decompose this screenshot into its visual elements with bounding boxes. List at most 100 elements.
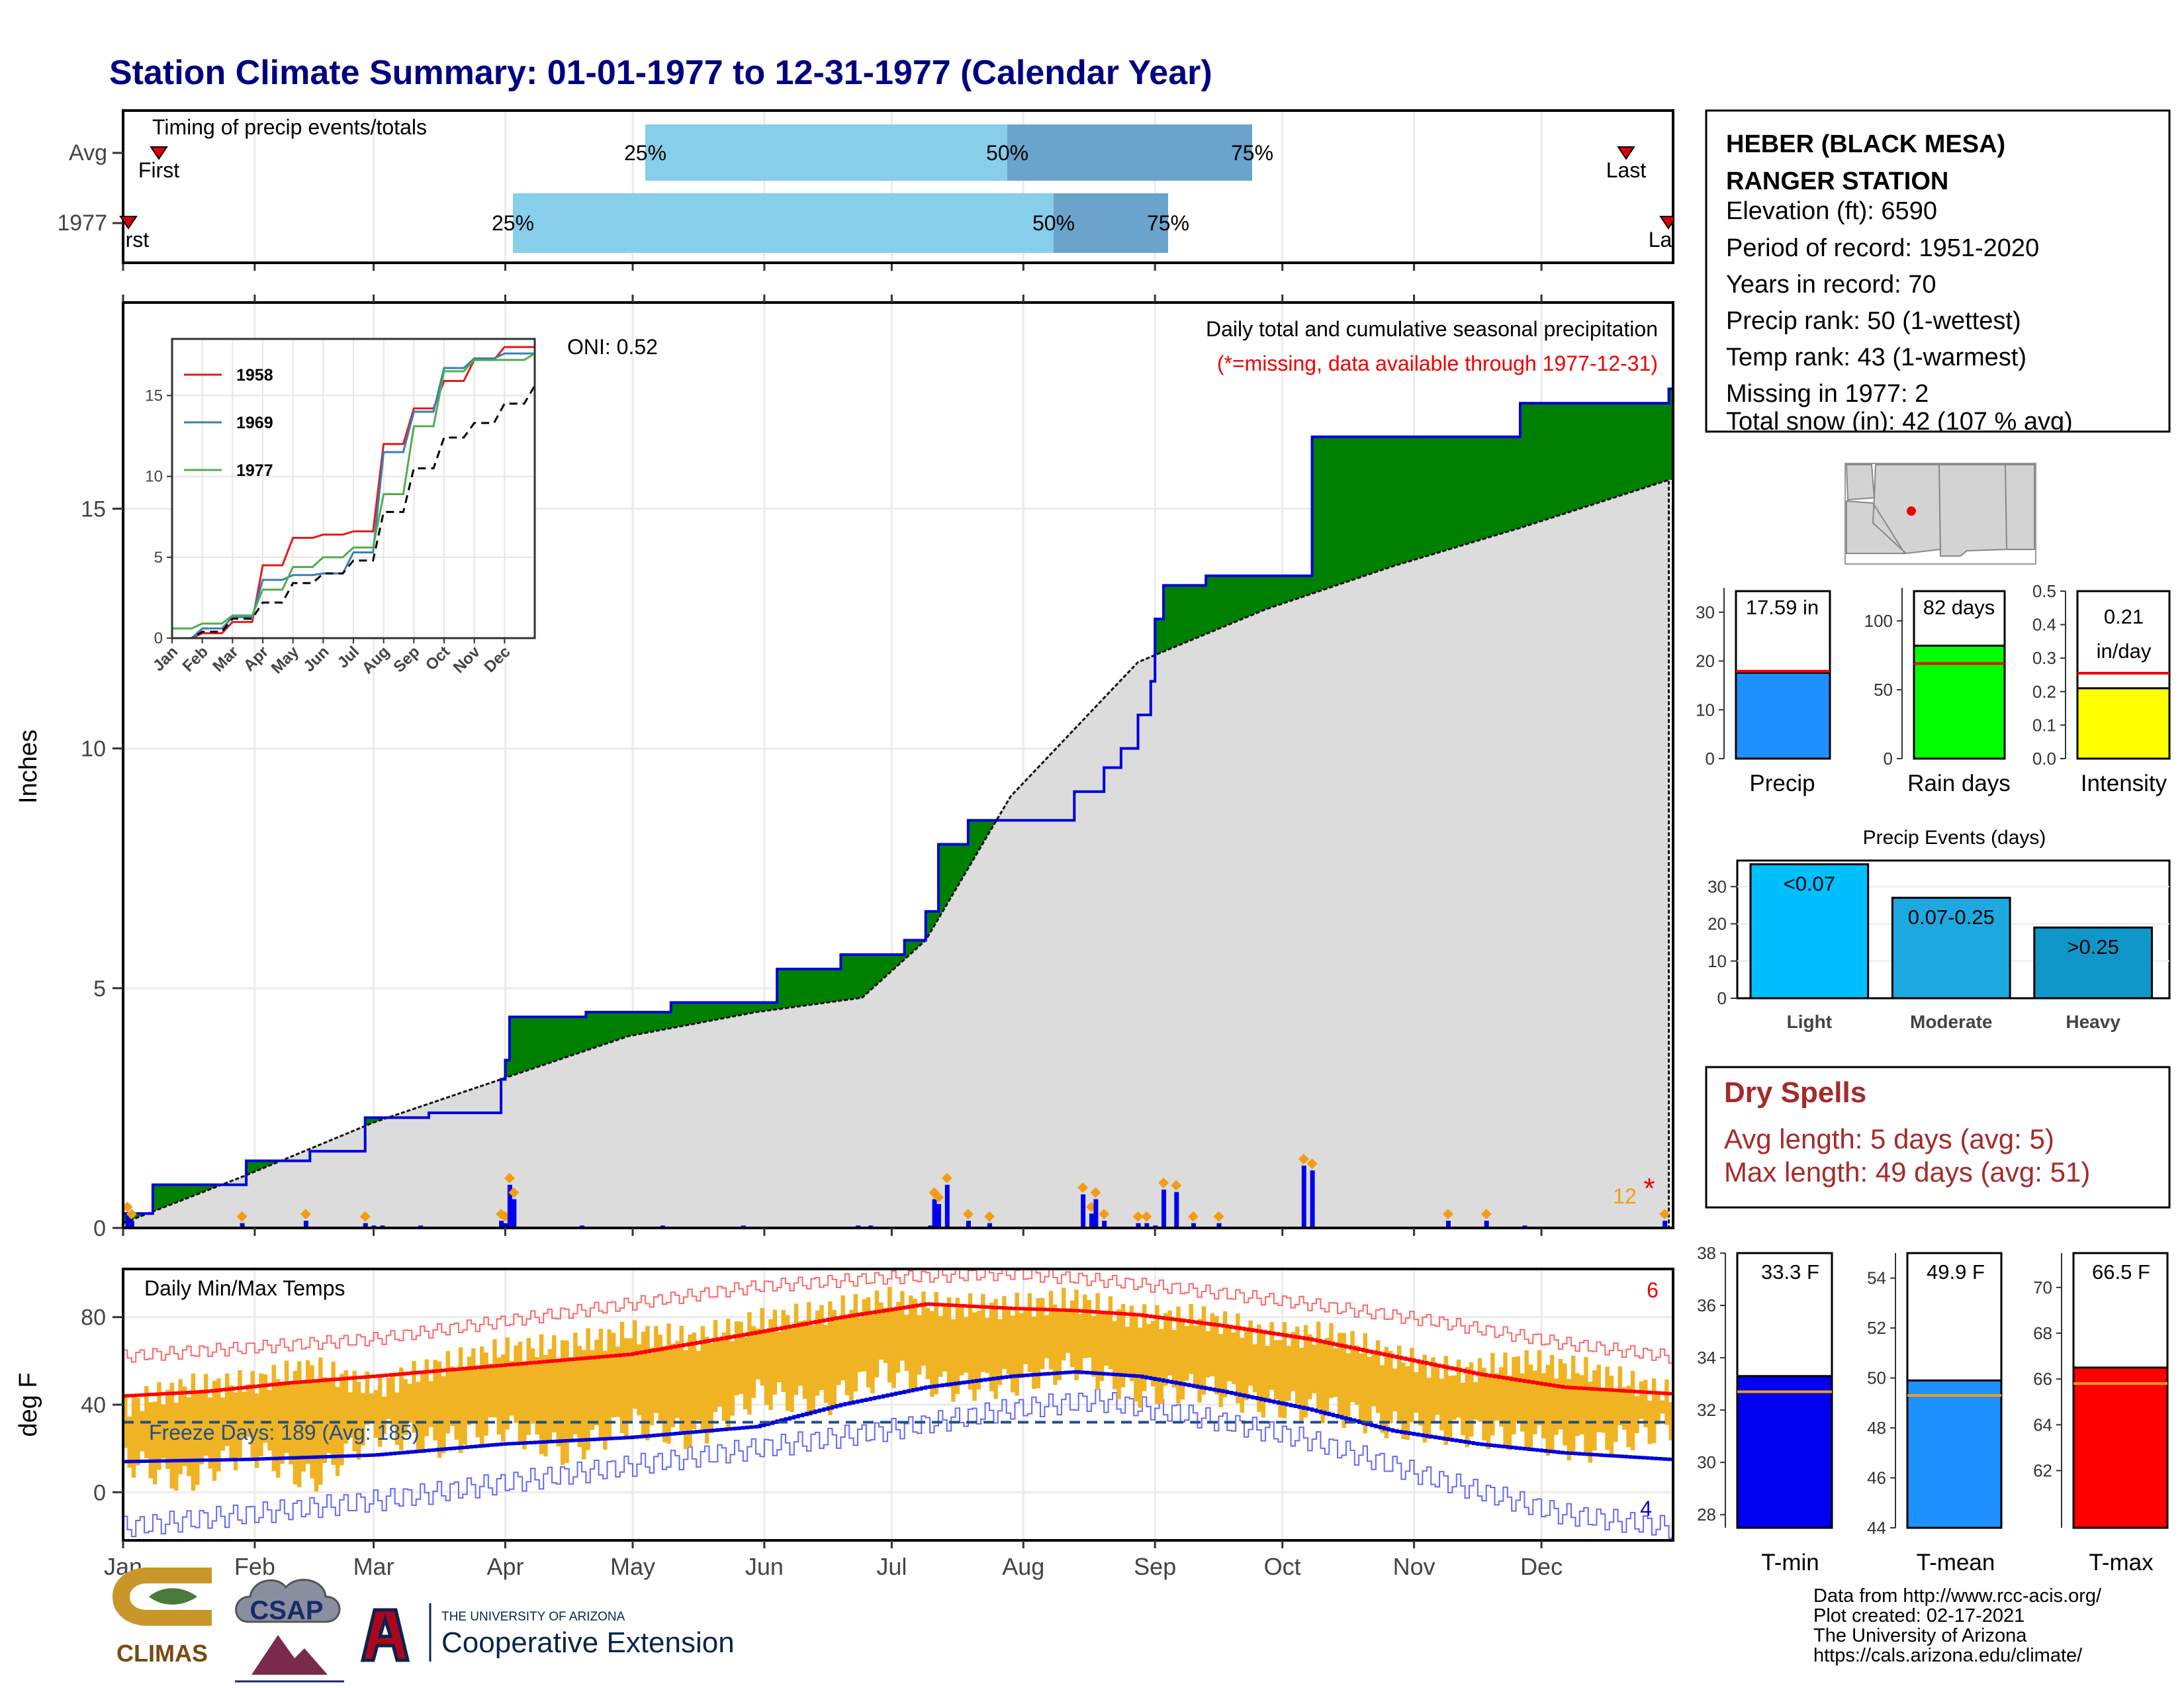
daily-precip-bar [363,1223,368,1228]
inset-y-tick-label: 5 [154,549,163,567]
precip-mini-chart: 0 10 20 30 17.59 in Precip [1696,588,1831,796]
month-label: Feb [234,1553,275,1580]
precip-ylabel: Inches [15,729,42,804]
mini-y-tick-label: 62 [2033,1461,2052,1481]
month-label: Jun [745,1553,784,1580]
average-cumulative-area [123,478,1670,1228]
timing-1977-25: 25% [492,211,534,235]
map-states [1845,464,2035,557]
daily-precip-bars [123,1153,1670,1228]
daily-precip-diamond [1132,1211,1144,1222]
tmean-mini-label: T-mean [1917,1550,1995,1575]
precip-y-tick-label: 15 [81,496,106,522]
timing-avg-25: 25% [624,141,666,165]
mini-y-tick-label: 44 [1867,1518,1886,1538]
daily-precip-diamond [1099,1209,1110,1220]
station-location-dot [1907,506,1916,516]
timing-row-label-1977: 1977 [57,211,107,236]
daily-precip-diamond [300,1209,311,1220]
daily-precip-diamond [962,1209,974,1220]
climas-swoosh-icon [113,1568,212,1626]
mini-y-tick-label: 32 [1697,1400,1716,1420]
mini-y-tick-label: 46 [1867,1468,1886,1488]
tmax-mini-chart: 62 64 66 68 70 66.5 F T-max [2033,1252,2169,1575]
daily-precip-diamond [1158,1178,1169,1189]
daily-precip-diamond [983,1211,995,1222]
daily-precip-diamond [504,1172,515,1184]
events-category-label: Moderate [1910,1011,1992,1032]
csap-mountain-icon [251,1635,328,1675]
missing-star-icon: * [1643,1172,1655,1205]
dry-spells-title: Dry Spells [1724,1076,1866,1109]
precip-events-chart: Precip Events (days) <0.07 Light 0.07-0.25… [1707,827,2171,1032]
daily-precip-bar [966,1221,971,1228]
station-missing: Missing in 1977: 2 [1726,380,1929,408]
station-info-panel: HEBER (BLACK MESA) RANGER STATION Elevat… [1705,109,2171,436]
station-snow: Total snow (in): 42 (107 % avg) [1726,408,2073,436]
inset-line-1969 [172,352,535,639]
csap-cloud-icon [235,1579,341,1623]
daily-precip-diamond [1187,1211,1199,1222]
station-precip-rank: Precip rank: 50 (1-wettest) [1726,307,2021,335]
mini-y-tick-label: 30 [1696,602,1715,622]
temp-y-tick-label: 0 [93,1480,106,1505]
daily-precip-bar [129,1221,134,1228]
station-temp-rank: Temp rank: 43 (1-warmest) [1726,344,2026,371]
mini-y-tick-label: 64 [2033,1415,2052,1434]
mini-y-tick-label: 28 [1697,1505,1716,1524]
csap-text: CSAP [250,1596,323,1625]
mini-y-tick-label: 0 [1884,749,1893,769]
month-label: Mar [353,1553,394,1580]
page-title: Station Climate Summary: 01-01-1977 to 1… [109,54,1212,92]
inset-lines [172,346,536,639]
events-y-tick-label: 20 [1707,914,1727,934]
daily-precip-bar [932,1199,937,1228]
daily-precip-bar [936,1203,941,1228]
mini-y-tick-label: 0.5 [2032,581,2056,601]
mini-y-tick-label: 70 [2033,1278,2052,1297]
ua-logo[interactable]: THE UNIVERSITY OF ARIZONA Cooperative Ex… [360,1603,735,1662]
temp-x-ticks: Jan Feb Mar Apr May Jun Jul Aug Sep Oct Nov Dec [104,1540,1563,1580]
record-max-line [123,1269,1673,1364]
daily-precip-diamond [1090,1187,1101,1198]
inset-legend: 1958 1969 1977 [184,366,273,480]
daily-precip-diamond [1141,1211,1152,1222]
inset-y-tick-label: 0 [154,630,163,647]
legend-1969-label: 1969 [236,414,273,432]
month-label: Nov [1393,1553,1435,1580]
inset-x-tick-label: Sep [390,643,423,676]
ua-big-text: Cooperative Extension [441,1626,735,1659]
precip-mini-label: Precip [1749,771,1815,796]
credits: Data from http://www.rcc-acis.org/ Plot … [1813,1585,2102,1666]
events-y-tick-label: 0 [1717,988,1727,1008]
last-label-avg: Last [1606,158,1647,182]
daily-precip-bar [499,1221,504,1228]
daily-precip-bar [1174,1192,1179,1228]
climas-logo[interactable]: CLIMAS [113,1568,212,1667]
precip-y-tick-label: 5 [93,976,106,1002]
inset-line-1977 [172,352,535,630]
inset-x-tick-label: Apr [240,643,272,675]
month-label: Sep [1134,1553,1176,1580]
tmean-mini-chart: 44 46 48 50 52 54 49.9 F T-mean [1867,1252,2003,1575]
intensity-mini-label: Intensity [2081,771,2167,796]
locator-map [1844,463,2036,565]
csap-logo[interactable]: CSAP [235,1579,344,1683]
daily-precip-diamond [123,1201,133,1213]
tmax-mini-label: T-max [2089,1550,2154,1575]
daily-precip-bar [1662,1221,1668,1228]
mini-y-tick-label: 50 [1874,680,1893,700]
raindays-mini-chart: 0 50 100 82 days Rain days [1864,588,2011,796]
timing-1977-75: 75% [1147,211,1189,235]
daily-precip-bar [987,1223,992,1228]
mini-y-tick-label: 36 [1697,1295,1716,1315]
precip-x-ticks [122,295,1543,1236]
daily-precip-bar [1093,1199,1099,1228]
daily-precip-bar [1102,1221,1107,1228]
timing-bar-avg-dark [1007,124,1252,181]
daily-temp-range-area [123,1287,1673,1492]
precip-y-tick-label: 10 [81,737,106,762]
missing-count: 12 [1613,1184,1637,1208]
tmin-mini-label: T-min [1761,1550,1819,1575]
